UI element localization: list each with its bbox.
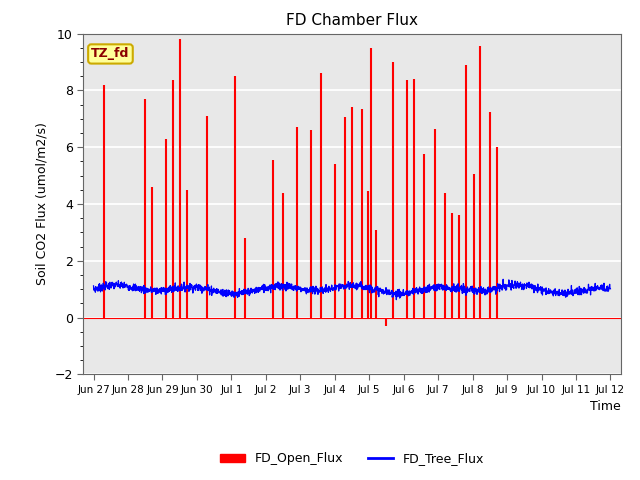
Title: FD Chamber Flux: FD Chamber Flux bbox=[286, 13, 418, 28]
X-axis label: Time: Time bbox=[590, 400, 621, 413]
Legend: FD_Open_Flux, FD_Tree_Flux: FD_Open_Flux, FD_Tree_Flux bbox=[214, 447, 490, 470]
Y-axis label: Soil CO2 Flux (umol/m2/s): Soil CO2 Flux (umol/m2/s) bbox=[36, 122, 49, 286]
Text: TZ_fd: TZ_fd bbox=[92, 48, 130, 60]
